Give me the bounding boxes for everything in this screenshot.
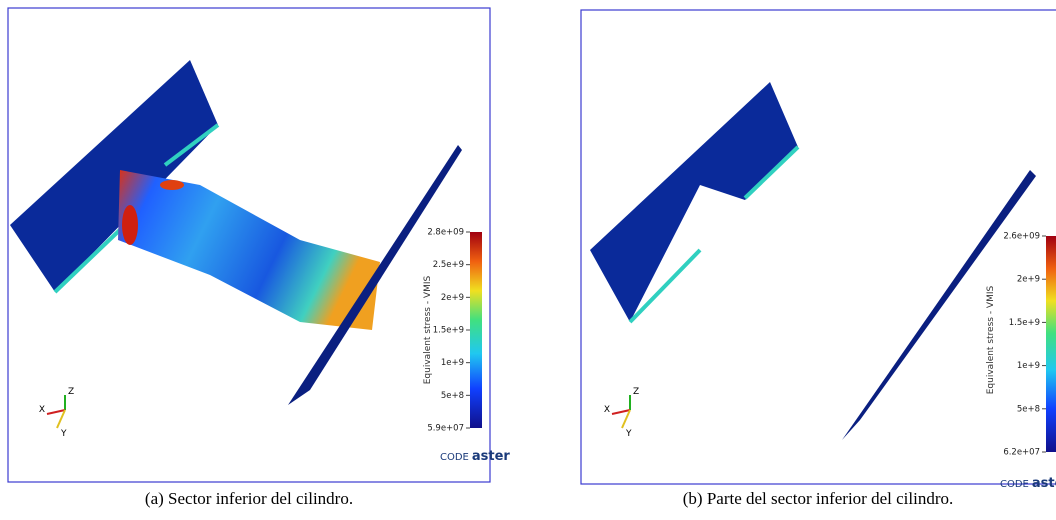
colorbar-tick-label: 1.5e+9 <box>433 326 464 336</box>
blade <box>288 145 462 405</box>
edge <box>53 223 127 294</box>
colorbar-tick-label: 2.6e+09 <box>1003 232 1040 242</box>
plate <box>590 82 798 322</box>
blade-band <box>118 170 380 330</box>
logo-prefix: CODE <box>440 452 469 463</box>
colorbar-tick-label: 2.5e+9 <box>433 260 464 270</box>
colorbar <box>470 232 482 428</box>
axis-x <box>46 409 66 415</box>
panel-frame <box>580 9 1056 485</box>
edge <box>163 123 220 167</box>
panel-a <box>7 7 491 483</box>
colorbar-tick-label: 2.8e+09 <box>427 228 464 238</box>
colorbar-tick-label: 5.9e+07 <box>427 424 464 434</box>
plate <box>10 60 218 292</box>
hot-spot <box>160 180 184 190</box>
colorbar-tick-label: 1e+9 <box>1017 361 1040 371</box>
colorbar-tick-label: 2e+9 <box>441 293 464 303</box>
colorbar-tick-label: 5e+8 <box>1017 404 1040 414</box>
axis-label: Y <box>625 429 632 439</box>
colorbar-tick-label: 1.5e+9 <box>1009 318 1040 328</box>
axis-label: Y <box>60 429 67 439</box>
axis-y <box>56 409 66 429</box>
colorbar-title: Equivalent stress - VMIS <box>986 285 996 394</box>
axis-y <box>621 409 631 429</box>
edge <box>628 248 702 324</box>
colorbar-tick-label: 1e+9 <box>441 358 464 368</box>
blade <box>842 170 1036 440</box>
axis-label: Z <box>68 387 74 397</box>
caption: (a) Sector inferior del cilindro. <box>145 489 353 508</box>
axis-label: Z <box>633 387 639 397</box>
panel-b <box>580 9 1056 485</box>
hot-spot <box>122 205 138 245</box>
logo-name: aster <box>1032 476 1056 491</box>
axis-x <box>611 409 631 415</box>
colorbar <box>1046 236 1056 452</box>
panel-frame <box>7 7 491 483</box>
axis-label: X <box>604 405 610 415</box>
logo-prefix: CODE <box>1000 479 1029 490</box>
colorbar-tick-label: 5e+8 <box>441 391 464 401</box>
colorbar-tick-label: 2e+9 <box>1017 275 1040 285</box>
colorbar-title: Equivalent stress - VMIS <box>423 275 433 384</box>
edge <box>743 145 800 200</box>
caption: (b) Parte del sector inferior del cilind… <box>683 489 953 508</box>
colorbar-tick-label: 6.2e+07 <box>1003 448 1040 458</box>
logo-name: aster <box>472 449 511 464</box>
axis-label: X <box>39 405 45 415</box>
